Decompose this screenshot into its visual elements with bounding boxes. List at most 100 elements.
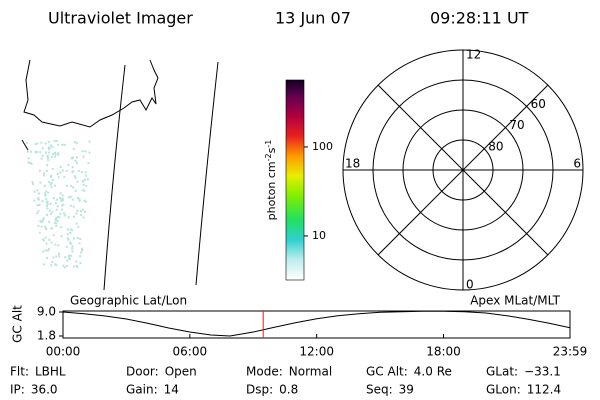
aurora-pixel (25, 141, 28, 144)
info-label: Flt: (10, 365, 29, 379)
aurora-pixel (66, 237, 69, 240)
aurora-pixel (60, 226, 63, 229)
aurora-pixel (78, 199, 81, 202)
aurora-pixel (82, 155, 85, 158)
aurora-pixel (54, 243, 57, 246)
aurora-pixel (66, 259, 69, 262)
aurora-pixel (55, 224, 58, 227)
aurora-pixel (65, 245, 68, 248)
date: 13 Jun 07 (275, 9, 351, 28)
mlt-label: 6 (573, 157, 581, 171)
aurora-pixel (39, 151, 42, 154)
aurora-pixel (62, 264, 65, 267)
aurora-pixel (26, 150, 29, 153)
aurora-pixel (45, 214, 48, 217)
aurora-pixel (54, 151, 57, 154)
info-label: IP: (10, 383, 25, 397)
aurora-pixel (51, 227, 54, 230)
lat-label: 80 (488, 139, 503, 153)
colorbar-tick-label: 10 (312, 229, 326, 242)
aurora-pixel (81, 249, 84, 252)
aurora-pixel (42, 217, 45, 220)
aurora-pixel (49, 183, 52, 186)
aurora-pixel (64, 256, 67, 259)
info-label: Mode: (246, 365, 283, 379)
aurora-pixel (67, 254, 70, 257)
aurora-pixel (69, 228, 72, 231)
aurora-pixel (41, 219, 44, 222)
info-label: Gain: (126, 383, 158, 397)
aurora-pixel (49, 202, 52, 205)
aurora-pixel (79, 255, 82, 258)
aurora-pixel (75, 142, 78, 145)
aurora-pixel (84, 178, 87, 181)
aurora-pixel (73, 141, 76, 144)
aurora-pixel (72, 205, 75, 208)
aurora-pixel (40, 225, 43, 228)
aurora-pixel (45, 197, 48, 200)
aurora-pixel (50, 241, 53, 244)
aurora-pixel (48, 148, 51, 151)
aurora-pixel (54, 263, 57, 266)
aurora-pixel (48, 181, 51, 184)
aurora-pixel (75, 212, 78, 215)
aurora-pixel (81, 189, 84, 192)
label-part: s (265, 147, 278, 153)
y-tick-label: 9.0 (37, 305, 56, 319)
y-axis-label: GC Alt (11, 305, 25, 343)
aurora-pixel (54, 219, 57, 222)
aurora-pixel (80, 171, 83, 174)
aurora-pixel (58, 216, 61, 219)
aurora-pixel (59, 171, 62, 174)
aurora-pixel (78, 198, 81, 201)
aurora-pixel (46, 203, 49, 206)
aurora-pixel (51, 146, 54, 149)
altitude-frame (62, 310, 571, 339)
aurora-pixel (48, 209, 51, 212)
aurora-pixel (51, 260, 54, 263)
aurora-pixel (56, 143, 59, 146)
label-part: photon cm (265, 161, 278, 220)
aurora-pixel (54, 153, 57, 156)
aurora-pixel (55, 222, 58, 225)
aurora-pixel (70, 254, 73, 257)
aurora-pixel (79, 262, 82, 265)
aurora-pixel (51, 211, 54, 214)
aurora-pixel (73, 215, 76, 218)
aurora-pixel (66, 233, 69, 236)
aurora-pixel (33, 190, 36, 193)
info-value: 0.8 (279, 383, 298, 397)
aurora-pixel (70, 184, 73, 187)
aurora-pixel (46, 156, 49, 159)
aurora-pixel (27, 157, 30, 160)
info-value: Open (165, 365, 197, 379)
aurora-pixel (49, 212, 52, 215)
aurora-pixel (31, 180, 34, 183)
aurora-pixel (40, 157, 43, 160)
aurora-pixel (49, 175, 52, 178)
aurora-pixel (54, 221, 57, 224)
info-value: Normal (289, 365, 332, 379)
aurora-pixel (56, 219, 59, 222)
aurora-pixel (37, 198, 40, 201)
aurora-pixel (57, 252, 60, 255)
aurora-pixel (57, 153, 60, 156)
aurora-pixel (44, 236, 47, 239)
aurora-pixel (82, 183, 85, 186)
aurora-pixel (43, 174, 46, 177)
aurora-pixel (84, 200, 87, 203)
aurora-pixel (53, 140, 56, 143)
aurora-pixel (80, 251, 83, 254)
aurora-pixel (50, 182, 53, 185)
aurora-pixel (45, 242, 48, 245)
mlt-label: 12 (466, 48, 481, 62)
aurora-pixel (61, 143, 64, 146)
aurora-pixel (64, 214, 67, 217)
aurora-pixel (58, 255, 61, 258)
aurora-pixel (61, 204, 64, 207)
aurora-pixel (50, 264, 53, 267)
aurora-pixel (83, 189, 86, 192)
aurora-pixel (55, 255, 58, 258)
aurora-pixel (71, 171, 74, 174)
aurora-pixel (46, 200, 49, 203)
